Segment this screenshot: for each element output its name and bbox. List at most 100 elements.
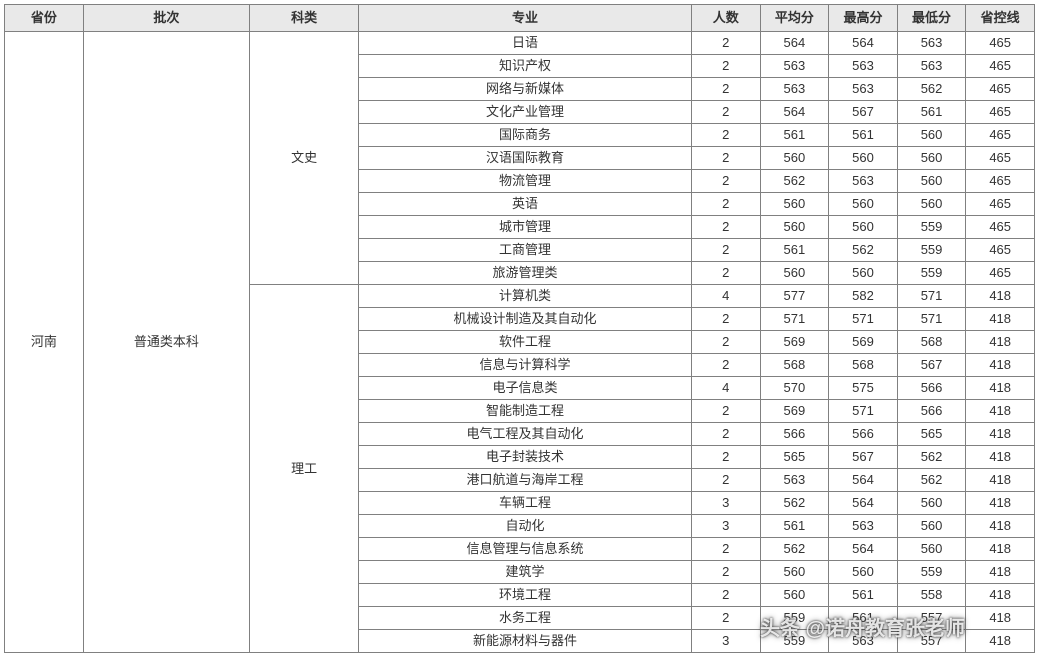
cell-min: 563 [897, 32, 966, 55]
cell-avg: 561 [760, 124, 829, 147]
cell-max: 560 [829, 147, 898, 170]
cell-max: 567 [829, 446, 898, 469]
cell-major: 港口航道与海岸工程 [359, 469, 692, 492]
cell-major: 汉语国际教育 [359, 147, 692, 170]
cell-cutoff: 465 [966, 262, 1035, 285]
cell-cutoff: 418 [966, 492, 1035, 515]
cell-major: 日语 [359, 32, 692, 55]
cell-avg: 577 [760, 285, 829, 308]
cell-major: 信息管理与信息系统 [359, 538, 692, 561]
cell-cutoff: 418 [966, 607, 1035, 630]
cell-count: 2 [691, 538, 760, 561]
cell-category: 文史 [250, 32, 359, 285]
cell-min: 558 [897, 584, 966, 607]
admission-scores-table: 省份 批次 科类 专业 人数 平均分 最高分 最低分 省控线 河南普通类本科文史… [4, 4, 1035, 653]
cell-count: 2 [691, 469, 760, 492]
cell-major: 信息与计算科学 [359, 354, 692, 377]
cell-min: 562 [897, 446, 966, 469]
col-min: 最低分 [897, 5, 966, 32]
col-major: 专业 [359, 5, 692, 32]
cell-max: 566 [829, 423, 898, 446]
cell-avg: 560 [760, 216, 829, 239]
cell-min: 559 [897, 262, 966, 285]
cell-cutoff: 418 [966, 285, 1035, 308]
cell-major: 电子封装技术 [359, 446, 692, 469]
cell-avg: 571 [760, 308, 829, 331]
cell-max: 560 [829, 216, 898, 239]
cell-count: 2 [691, 584, 760, 607]
cell-cutoff: 465 [966, 55, 1035, 78]
cell-count: 4 [691, 377, 760, 400]
cell-cutoff: 465 [966, 193, 1035, 216]
cell-cutoff: 418 [966, 423, 1035, 446]
cell-cutoff: 418 [966, 630, 1035, 653]
col-max: 最高分 [829, 5, 898, 32]
cell-avg: 564 [760, 101, 829, 124]
cell-min: 562 [897, 469, 966, 492]
cell-major: 新能源材料与器件 [359, 630, 692, 653]
cell-major: 软件工程 [359, 331, 692, 354]
cell-max: 563 [829, 170, 898, 193]
cell-major: 文化产业管理 [359, 101, 692, 124]
cell-cutoff: 465 [966, 239, 1035, 262]
cell-avg: 563 [760, 469, 829, 492]
col-cutoff: 省控线 [966, 5, 1035, 32]
cell-min: 566 [897, 377, 966, 400]
cell-major: 智能制造工程 [359, 400, 692, 423]
cell-count: 3 [691, 492, 760, 515]
cell-min: 566 [897, 400, 966, 423]
col-province: 省份 [5, 5, 84, 32]
cell-avg: 562 [760, 170, 829, 193]
cell-avg: 559 [760, 630, 829, 653]
cell-max: 560 [829, 193, 898, 216]
cell-max: 575 [829, 377, 898, 400]
cell-max: 564 [829, 469, 898, 492]
cell-count: 3 [691, 515, 760, 538]
cell-min: 560 [897, 147, 966, 170]
cell-min: 560 [897, 170, 966, 193]
col-batch: 批次 [83, 5, 249, 32]
cell-max: 571 [829, 308, 898, 331]
cell-avg: 560 [760, 561, 829, 584]
cell-cutoff: 465 [966, 170, 1035, 193]
cell-cutoff: 418 [966, 515, 1035, 538]
cell-major: 国际商务 [359, 124, 692, 147]
cell-max: 563 [829, 515, 898, 538]
cell-major: 机械设计制造及其自动化 [359, 308, 692, 331]
table-header: 省份 批次 科类 专业 人数 平均分 最高分 最低分 省控线 [5, 5, 1035, 32]
cell-count: 2 [691, 607, 760, 630]
cell-count: 2 [691, 124, 760, 147]
cell-count: 2 [691, 561, 760, 584]
cell-major: 旅游管理类 [359, 262, 692, 285]
cell-max: 564 [829, 492, 898, 515]
cell-min: 557 [897, 607, 966, 630]
cell-count: 2 [691, 308, 760, 331]
cell-min: 560 [897, 538, 966, 561]
cell-avg: 560 [760, 584, 829, 607]
cell-cutoff: 418 [966, 400, 1035, 423]
cell-max: 563 [829, 55, 898, 78]
cell-avg: 562 [760, 538, 829, 561]
cell-count: 2 [691, 216, 760, 239]
cell-max: 563 [829, 630, 898, 653]
cell-count: 4 [691, 285, 760, 308]
cell-min: 560 [897, 515, 966, 538]
cell-category: 理工 [250, 285, 359, 653]
cell-count: 2 [691, 423, 760, 446]
cell-max: 582 [829, 285, 898, 308]
cell-cutoff: 465 [966, 216, 1035, 239]
cell-min: 563 [897, 55, 966, 78]
cell-min: 557 [897, 630, 966, 653]
cell-cutoff: 465 [966, 124, 1035, 147]
cell-avg: 560 [760, 193, 829, 216]
cell-count: 2 [691, 400, 760, 423]
cell-cutoff: 418 [966, 561, 1035, 584]
cell-avg: 569 [760, 400, 829, 423]
cell-major: 物流管理 [359, 170, 692, 193]
cell-count: 2 [691, 55, 760, 78]
col-count: 人数 [691, 5, 760, 32]
cell-cutoff: 418 [966, 331, 1035, 354]
cell-min: 559 [897, 216, 966, 239]
cell-min: 560 [897, 492, 966, 515]
cell-avg: 563 [760, 55, 829, 78]
